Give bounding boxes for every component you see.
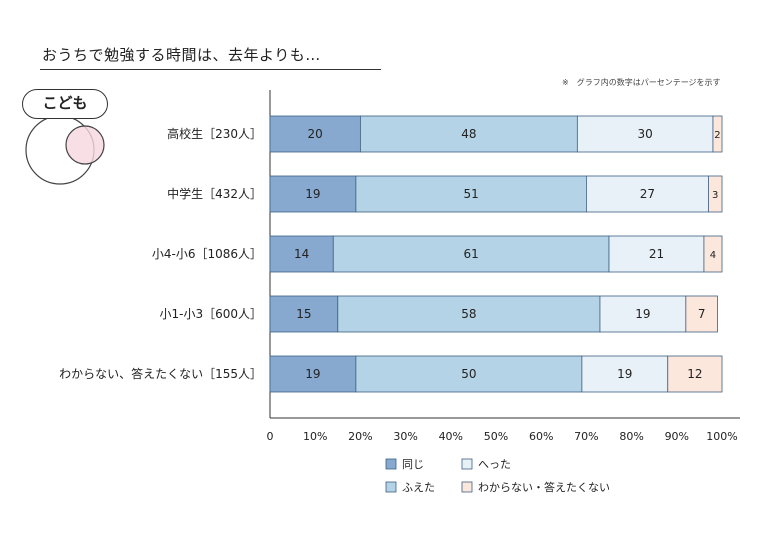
bar-segment xyxy=(667,355,723,393)
bar-segment xyxy=(576,115,714,153)
x-tick-label: 70% xyxy=(574,430,598,443)
category-label: 小1-小3［600人］ xyxy=(159,307,262,321)
data-label: 15 xyxy=(296,307,311,321)
category-label: 高校生［230人］ xyxy=(167,126,262,141)
percentage-note: ※ グラフ内の数字はパーセンテージを示す xyxy=(562,78,721,87)
data-label: 19 xyxy=(635,307,650,321)
bar-segment xyxy=(269,235,334,273)
bar-segment xyxy=(685,295,718,333)
x-tick-label: 20% xyxy=(348,430,372,443)
data-label: 7 xyxy=(698,307,706,321)
legend-swatch xyxy=(385,458,397,470)
x-tick-label: 40% xyxy=(439,430,463,443)
data-label: 12 xyxy=(687,367,702,381)
data-label: 58 xyxy=(461,307,476,321)
bar-segment xyxy=(708,175,723,213)
venn-icon xyxy=(25,115,105,185)
category-label: 小4-小6［1086人］ xyxy=(152,247,262,261)
chart-title: おうちで勉強する時間は、去年よりも… xyxy=(42,46,321,64)
x-tick-label: 30% xyxy=(393,430,417,443)
x-tick-label: 100% xyxy=(706,430,737,443)
legend-label: わからない・答えたくない xyxy=(478,480,610,494)
legend-label: へった xyxy=(478,458,511,471)
data-label: 61 xyxy=(463,247,478,261)
bar-segment xyxy=(608,235,705,273)
data-label: 51 xyxy=(463,187,478,201)
legend-swatch xyxy=(461,481,473,493)
data-label: 20 xyxy=(308,127,323,141)
x-tick-label: 0 xyxy=(267,430,274,443)
title-underline xyxy=(40,69,381,70)
data-label: 30 xyxy=(638,127,653,141)
data-label: 2 xyxy=(714,130,720,141)
data-label: 27 xyxy=(640,187,655,201)
legend-label: ふえた xyxy=(402,481,435,494)
data-label: 19 xyxy=(617,367,632,381)
bar-segment xyxy=(337,295,601,333)
audience-badge: こども xyxy=(22,89,108,119)
bar-segment xyxy=(355,175,587,213)
data-label: 14 xyxy=(294,247,309,261)
legend-swatch xyxy=(385,481,397,493)
x-tick-label: 10% xyxy=(303,430,327,443)
venn-circle-right xyxy=(65,125,105,165)
bar-segment xyxy=(269,115,361,153)
data-label: 4 xyxy=(710,250,716,261)
data-label: 21 xyxy=(649,247,664,261)
x-tick-label: 50% xyxy=(484,430,508,443)
data-label: 3 xyxy=(712,190,718,201)
bar-segment xyxy=(355,355,583,393)
x-tick-label: 80% xyxy=(619,430,643,443)
bar-segment xyxy=(269,355,357,393)
legend-swatch xyxy=(461,458,473,470)
bar-segment xyxy=(269,175,357,213)
data-label: 50 xyxy=(461,367,476,381)
x-tick-label: 60% xyxy=(529,430,553,443)
bar-segment xyxy=(599,295,687,333)
data-label: 19 xyxy=(305,187,320,201)
legend-label: 同じ xyxy=(402,458,424,471)
data-label: 19 xyxy=(305,367,320,381)
bar-segment xyxy=(703,235,723,273)
data-label: 48 xyxy=(461,127,476,141)
category-label: わからない、答えたくない［155人］ xyxy=(59,366,262,381)
x-tick-label: 90% xyxy=(665,430,689,443)
bar-segment xyxy=(586,175,709,213)
bar-segment xyxy=(269,295,339,333)
bar-segment xyxy=(712,115,723,153)
bar-segment xyxy=(359,115,578,153)
category-label: 中学生［432人］ xyxy=(167,186,262,201)
